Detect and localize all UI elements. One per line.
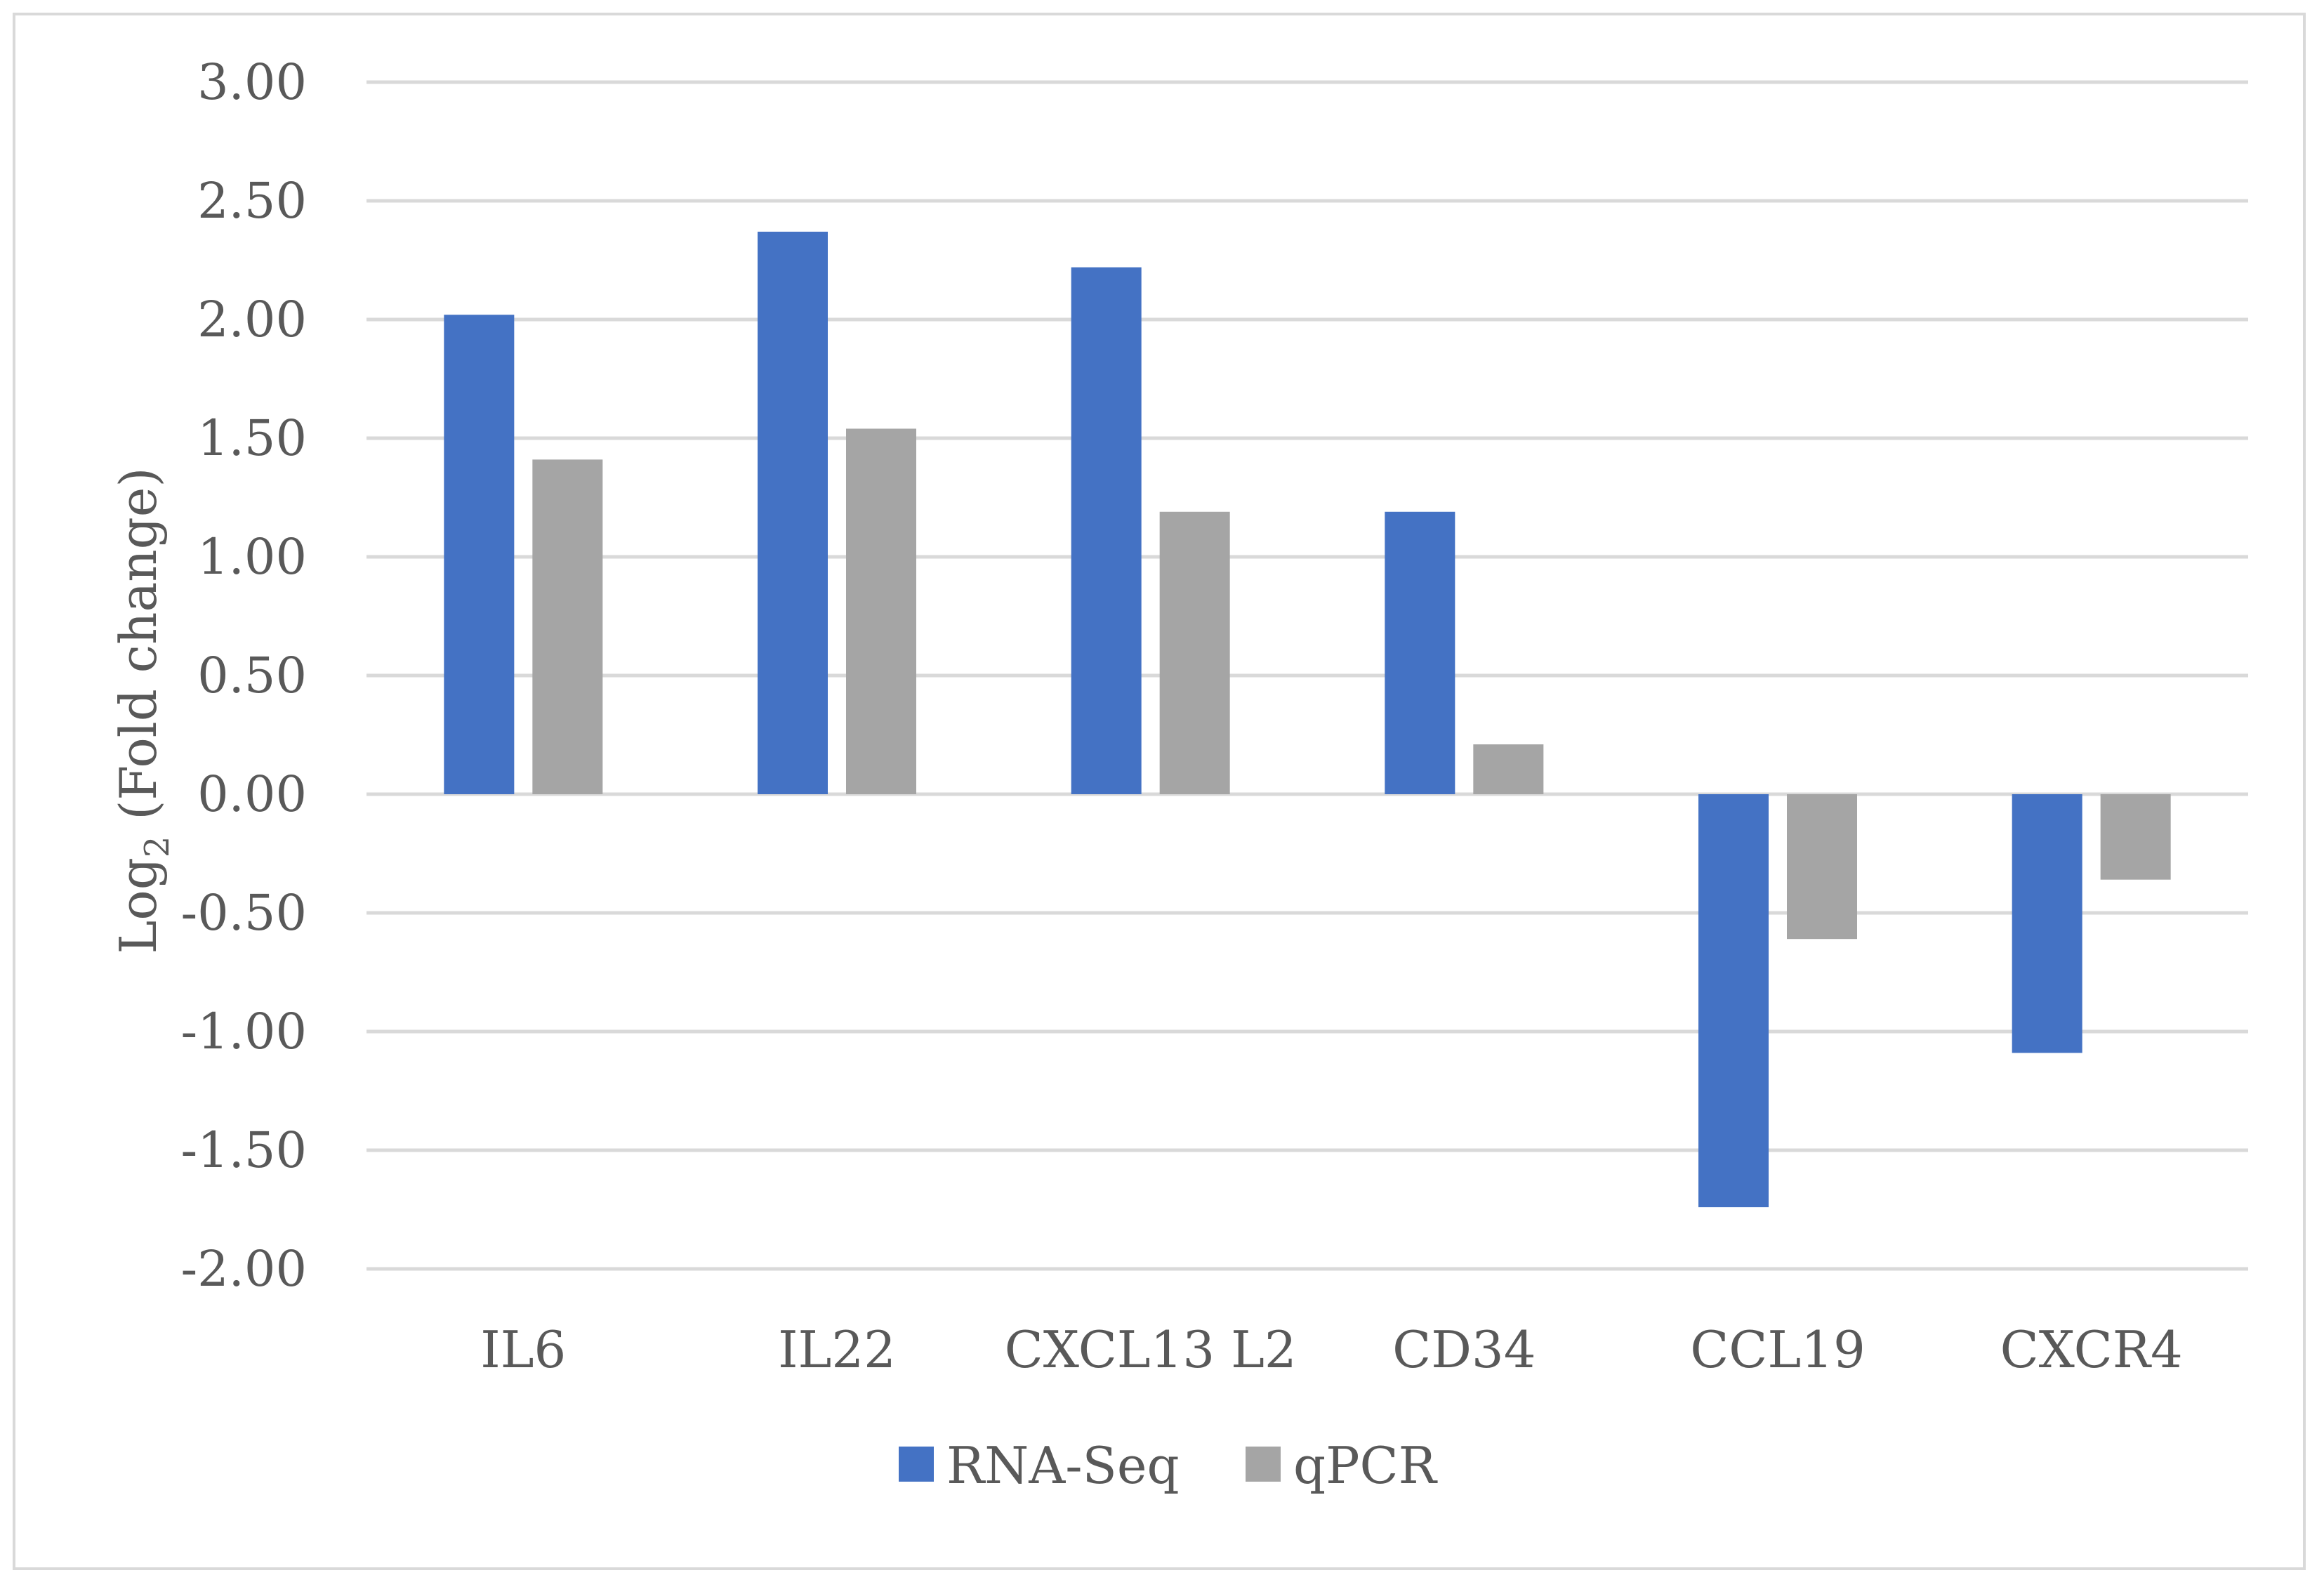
y-axis-title-subscript: 2 [138,836,177,858]
y-tick-label: -2.00 [180,1240,307,1298]
y-tick-label: 1.50 [197,409,307,467]
y-tick-label: 1.00 [197,528,307,586]
y-tick-label: 2.50 [197,172,307,230]
y-tick-label: 2.00 [197,291,307,348]
y-tick-label: 3.00 [197,53,307,111]
bar-qpcr-cxcr4 [2100,794,2171,880]
y-tick-label: -0.50 [180,884,307,942]
chart-frame: 3.00 2.50 2.00 1.50 1.00 0.50 0.00 -0.50 -1.00 -1… [13,13,2306,1570]
bar-qpcr-il22 [846,428,916,794]
bar-rna-seq-cxcl13-l2 [1071,267,1142,794]
y-tick-label: -1.50 [180,1121,307,1179]
legend-label-rna-seq: RNA-Seq [946,1436,1180,1495]
legend-swatch-qpcr [1246,1447,1281,1482]
legend: RNA-Seq qPCR [899,1436,1438,1495]
bar-qpcr-cxcl13-l2 [1159,511,1230,794]
x-category-labels: IL6 IL22 CXCL13 L2 CD34 CCL19 CXCR4 [480,1320,2182,1379]
bar-rna-seq-ccl19 [1698,794,1769,1208]
bar-chart: 3.00 2.50 2.00 1.50 1.00 0.50 0.00 -0.50 -1.00 -1… [109,53,2248,1495]
x-category-label: CXCL13 L2 [1005,1320,1297,1379]
bar-rna-seq-cd34 [1385,511,1455,794]
x-category-label: CCL19 [1690,1320,1866,1379]
legend-swatch-rna-seq [899,1447,934,1482]
bar-qpcr-il6 [532,459,603,794]
y-tick-label: 0.50 [197,647,307,704]
x-category-label: IL22 [778,1320,896,1379]
bar-rna-seq-il22 [758,231,828,794]
y-tick-labels: 3.00 2.50 2.00 1.50 1.00 0.50 0.00 -0.50 -1.00 -1… [180,53,307,1298]
gridlines [367,80,2248,1271]
y-axis-title-rest: (Fold change) [109,468,168,836]
bar-qpcr-ccl19 [1787,794,1857,940]
y-axis-title: Log2 (Fold change) [109,468,177,954]
x-category-label: CXCR4 [2000,1320,2183,1379]
bars [444,231,2171,1208]
bar-rna-seq-il6 [444,315,515,794]
bar-qpcr-cd34 [1473,744,1544,794]
x-category-label: IL6 [480,1320,566,1379]
bar-rna-seq-cxcr4 [2012,794,2082,1053]
y-tick-label: -1.00 [180,1003,307,1060]
y-tick-label: 0.00 [197,765,307,823]
x-category-label: CD34 [1392,1320,1536,1379]
y-axis-title-main: Log [109,857,168,954]
legend-label-qpcr: qPCR [1293,1436,1438,1495]
